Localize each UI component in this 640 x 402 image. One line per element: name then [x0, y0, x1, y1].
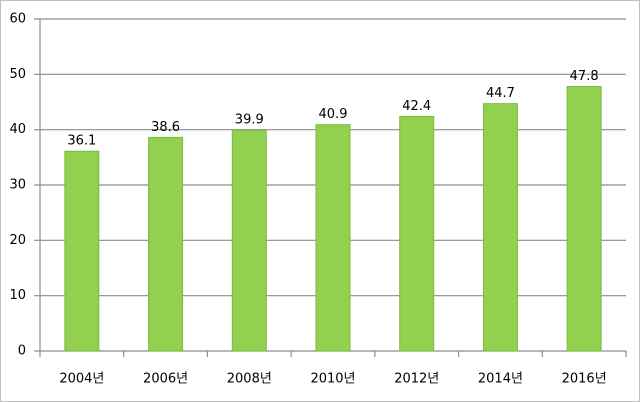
- bar: [399, 115, 435, 352]
- x-tick-label: 2006년: [143, 372, 188, 387]
- data-label: 44.7: [486, 86, 515, 101]
- x-tick-label: 2010년: [310, 372, 355, 387]
- data-label: 47.8: [570, 69, 599, 84]
- data-label: 42.4: [402, 99, 431, 114]
- bar: [148, 136, 184, 352]
- x-tick-label: 2016년: [562, 372, 607, 387]
- bar: [566, 86, 602, 352]
- data-label: 36.1: [67, 134, 96, 149]
- y-tick-label: 0: [18, 344, 26, 359]
- y-tick-label: 40: [9, 122, 26, 137]
- y-tick-label: 20: [9, 233, 26, 248]
- x-tick-label: 2012년: [394, 372, 439, 387]
- bar: [482, 103, 518, 352]
- y-tick-label: 60: [9, 12, 26, 27]
- x-tick-label: 2004년: [59, 372, 104, 387]
- x-tick-label: 2014년: [478, 372, 523, 387]
- data-label: 38.6: [151, 120, 180, 135]
- x-tick-label: 2008년: [227, 372, 272, 387]
- bar: [315, 124, 351, 352]
- data-label: 39.9: [235, 113, 264, 128]
- bar: [64, 150, 100, 352]
- y-tick-label: 10: [9, 288, 26, 303]
- data-label: 40.9: [319, 107, 348, 122]
- y-tick-label: 50: [9, 67, 26, 82]
- y-tick-label: 30: [9, 178, 26, 193]
- bar: [231, 129, 267, 352]
